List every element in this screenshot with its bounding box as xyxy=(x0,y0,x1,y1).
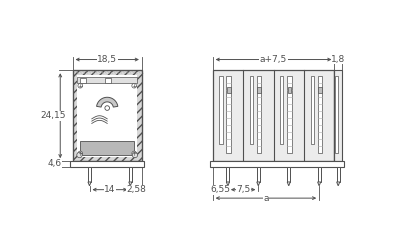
Bar xyxy=(250,76,253,144)
Bar xyxy=(88,167,91,182)
Bar xyxy=(210,161,344,167)
Polygon shape xyxy=(257,182,260,186)
Text: 24,15: 24,15 xyxy=(40,111,66,120)
Bar xyxy=(287,167,290,182)
Polygon shape xyxy=(226,182,230,186)
Bar xyxy=(77,77,137,83)
Bar xyxy=(288,87,292,93)
Text: 18,5: 18,5 xyxy=(97,55,117,64)
Bar xyxy=(72,70,142,161)
Bar xyxy=(318,76,322,154)
Polygon shape xyxy=(88,182,91,186)
Bar xyxy=(77,75,137,157)
Circle shape xyxy=(132,83,136,88)
Text: 14: 14 xyxy=(104,185,116,194)
Text: 4,6: 4,6 xyxy=(48,159,62,168)
Polygon shape xyxy=(337,182,340,186)
Bar xyxy=(213,70,334,161)
Polygon shape xyxy=(96,97,118,107)
Bar xyxy=(257,87,261,93)
Text: a: a xyxy=(263,194,269,203)
Bar xyxy=(337,167,340,182)
Text: 6,55: 6,55 xyxy=(210,185,230,194)
Bar xyxy=(334,70,342,161)
Circle shape xyxy=(132,151,136,156)
Polygon shape xyxy=(318,182,321,186)
Bar xyxy=(70,161,144,167)
Text: 7,5: 7,5 xyxy=(236,185,250,194)
Bar xyxy=(220,76,222,144)
Text: 2,58: 2,58 xyxy=(126,185,146,194)
Bar xyxy=(257,76,262,154)
Bar xyxy=(226,76,231,154)
Bar xyxy=(105,78,111,83)
Bar xyxy=(257,167,260,182)
Bar xyxy=(80,78,86,83)
Bar xyxy=(227,87,231,93)
Bar xyxy=(318,167,321,182)
Bar xyxy=(80,141,134,155)
Bar xyxy=(311,76,314,144)
Circle shape xyxy=(78,83,82,88)
Bar xyxy=(280,76,283,144)
Bar xyxy=(226,167,230,182)
Bar xyxy=(287,76,292,154)
Polygon shape xyxy=(287,182,290,186)
Circle shape xyxy=(77,152,82,158)
Bar xyxy=(318,87,322,93)
Bar xyxy=(72,70,142,161)
Circle shape xyxy=(78,151,82,156)
Circle shape xyxy=(105,106,110,110)
Text: 1,8: 1,8 xyxy=(331,55,345,64)
Text: a+7,5: a+7,5 xyxy=(260,55,287,64)
Circle shape xyxy=(132,152,138,158)
Polygon shape xyxy=(129,182,132,186)
Bar xyxy=(335,76,338,154)
Bar xyxy=(129,167,132,182)
